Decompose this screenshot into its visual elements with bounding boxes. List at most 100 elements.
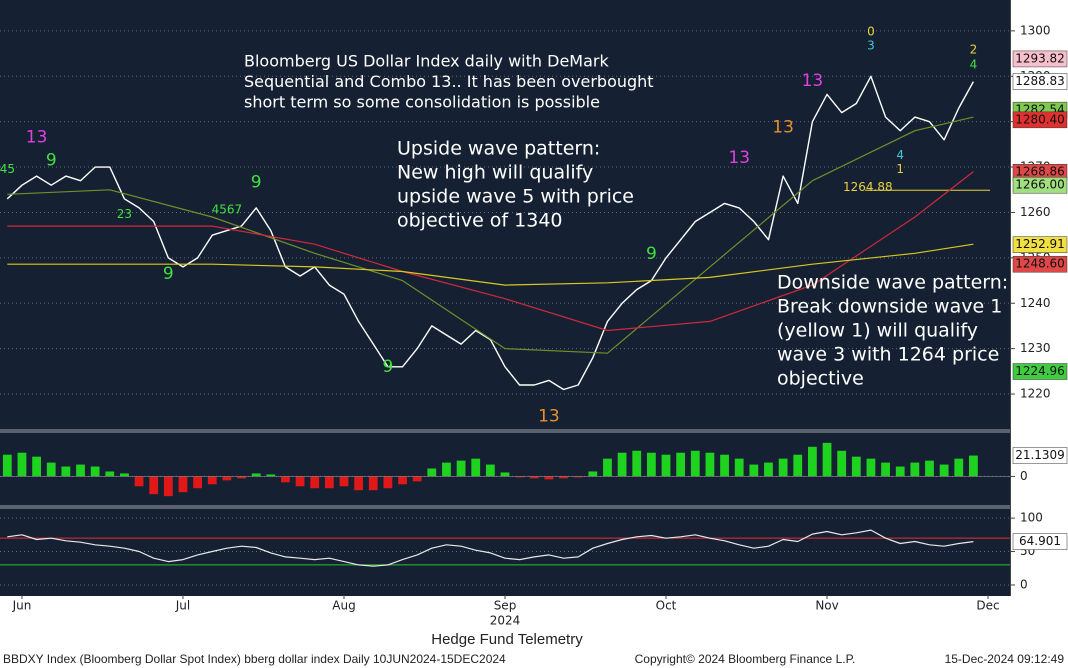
bar (778, 458, 788, 477)
price-tag (1012, 50, 1068, 68)
y-tick-label: 1220 (1020, 387, 1051, 401)
series-line (7, 171, 974, 332)
level-label: 1264.88 (843, 180, 893, 194)
bar (412, 476, 422, 482)
annotation: upside wave 5 with price (397, 186, 634, 208)
demark-count: 4 (896, 148, 904, 162)
bar (61, 466, 71, 477)
bar (559, 476, 568, 479)
bar (500, 472, 510, 477)
annotation: Bloomberg US Dollar Index daily with DeM… (244, 52, 609, 71)
x-tick-label: Jun (12, 599, 32, 613)
series-line (7, 116, 974, 354)
price-tag-label: 21.1309 (1015, 448, 1065, 462)
bar (720, 454, 729, 477)
demark-count: 13 (26, 128, 48, 148)
price-tag (1012, 447, 1068, 464)
annotation: Upside wave pattern: (397, 138, 600, 160)
bar (324, 476, 334, 489)
price-tag (1012, 533, 1068, 550)
bar (485, 464, 495, 477)
bar (456, 460, 466, 477)
bar (705, 452, 715, 477)
demark-count: 13 (728, 148, 750, 168)
price-tag-label: 1288.83 (1015, 74, 1065, 88)
plot-bg (0, 0, 1010, 596)
demark-count: 9 (251, 172, 262, 192)
x-tick-label: Sep (494, 599, 517, 613)
bar (207, 476, 217, 485)
layer: 1220123012401250126012701280129013001264… (0, 23, 1068, 628)
bar (2, 454, 12, 477)
bar (866, 458, 876, 477)
bar (793, 454, 803, 477)
y-tick-label: 100 (1020, 511, 1043, 525)
x-tick-label: Jul (175, 599, 190, 613)
bar (442, 462, 451, 477)
bar (910, 462, 920, 477)
demark-count: 9 (646, 244, 657, 264)
demark-count: 13 (538, 407, 560, 427)
bar (676, 452, 686, 477)
bar (734, 458, 744, 477)
bar (895, 466, 905, 477)
price-tag-label: 1268.86 (1015, 165, 1065, 179)
bar (881, 462, 890, 477)
bar (837, 450, 847, 477)
bar (32, 456, 41, 477)
demark-count: 2 (970, 42, 978, 56)
bar (222, 476, 232, 481)
bar (808, 446, 817, 477)
bar (544, 476, 554, 480)
bar (310, 476, 320, 489)
bar (120, 473, 129, 477)
bar (969, 455, 978, 477)
footer-timestamp: 15-Dec-2024 09:12:49 (945, 652, 1065, 666)
footer-copyright: Copyright© 2024 Bloomberg Finance L.P. (635, 652, 856, 666)
demark-count: 9 (163, 264, 174, 284)
bar (954, 458, 964, 477)
bar (632, 450, 642, 477)
bar (237, 476, 246, 479)
demark-count: 4 (970, 57, 978, 71)
bar (749, 464, 759, 477)
x-tick-label: Oct (656, 599, 677, 613)
bar (690, 450, 700, 477)
panel-separator (0, 505, 1010, 509)
y-tick-label: 0 (1020, 469, 1028, 483)
footer-title: Hedge Fund Telemetry (431, 631, 583, 648)
price-tag (1012, 111, 1068, 129)
bar (588, 471, 598, 477)
annotation: objective of 1340 (397, 210, 563, 232)
x-tick-label: Dec (976, 599, 999, 613)
bar (925, 460, 934, 477)
annotation: Downside wave pattern: (777, 272, 1008, 294)
bar (368, 476, 378, 491)
bar (851, 456, 861, 477)
y-tick-label: 1260 (1020, 205, 1051, 219)
demark-count: 23 (117, 207, 132, 221)
bar (163, 476, 173, 497)
bar (134, 476, 144, 487)
demark-count: 1 (896, 162, 904, 176)
panel-separator (0, 429, 1010, 433)
demark-count: 0 (867, 24, 875, 38)
price-tag-label: 1266.00 (1015, 178, 1065, 192)
bar (573, 476, 583, 478)
price-tag (1012, 363, 1068, 380)
bar (178, 476, 188, 493)
bar (617, 452, 627, 477)
bar (251, 473, 261, 477)
bar (822, 442, 832, 477)
price-tag (1012, 176, 1068, 194)
bar (105, 471, 115, 477)
bar (90, 466, 100, 477)
price-tag-label: 1224.96 (1015, 364, 1065, 378)
price-tag-label: 1280.40 (1015, 112, 1065, 126)
bar (149, 476, 159, 495)
bar (17, 452, 27, 477)
bar (383, 476, 393, 489)
bar (646, 452, 656, 477)
